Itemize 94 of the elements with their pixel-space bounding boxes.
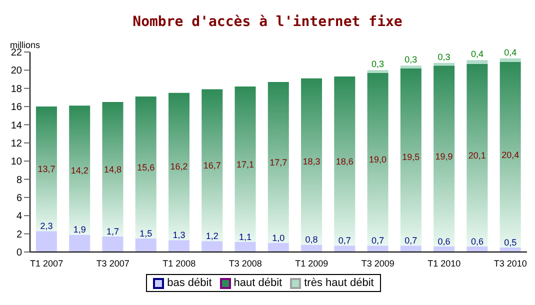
bar [202,89,223,242]
bar [500,58,521,62]
bar [135,238,156,252]
data-label: 2,3 [40,221,53,232]
bar [102,236,124,252]
bar [301,244,322,252]
bar [367,72,388,246]
data-label: 1,3 [172,230,186,240]
x-tick-label: T1 2008 [162,258,196,268]
bar [268,82,289,243]
data-label: 0,7 [404,236,418,246]
data-label: 1,0 [272,232,285,243]
bar [168,92,190,240]
chart-title: Nombre d'accès à l'internet fixe [132,14,404,30]
bar [234,86,256,242]
y-tick-label: 8 [16,174,22,186]
data-label: 20,1 [468,150,486,160]
data-label: 20,4 [502,150,520,160]
data-label: 1,2 [206,231,218,242]
data-label: 14,8 [104,164,122,174]
bar [434,66,455,247]
data-label: 18,3 [302,156,320,167]
y-tick-label: 10 [10,156,22,168]
bar [334,76,356,246]
data-label: 1,1 [239,232,252,242]
bar [36,106,57,232]
bar [334,246,356,252]
data-label: 0,8 [305,234,318,245]
bar [367,70,388,73]
data-label: 0,6 [438,236,450,247]
data-label: 19,9 [435,151,453,162]
legend-label: haut débit [232,277,282,289]
y-tick-label: 12 [10,138,22,150]
y-tick-label: 22 [10,48,22,59]
bar [301,78,322,245]
x-tick-label: T3 2007 [96,258,130,268]
data-label: 0,4 [504,47,517,58]
x-tick-label: T1 2010 [428,258,461,268]
bar [135,96,156,238]
data-label: 0,6 [470,236,484,247]
data-label: 0,7 [372,236,384,246]
bar [434,246,455,252]
y-axis-title: millions [10,40,40,50]
bar [234,242,256,252]
data-label: 0,7 [338,236,351,246]
data-label: 17,1 [236,159,254,170]
data-label: 1,7 [106,226,119,237]
bar [69,234,90,252]
data-label: 0,3 [372,59,384,70]
bar [400,246,422,252]
data-label: 19,5 [402,152,420,162]
y-tick-label: 2 [16,229,22,240]
bar [168,240,190,252]
bar [102,102,124,237]
y-tick-label: 4 [16,211,22,222]
bar [367,246,388,252]
data-label: 1,5 [140,228,152,238]
x-tick-label: T1 2007 [30,258,64,268]
data-label: 13,7 [38,164,56,174]
data-label: 0,3 [404,54,418,65]
bar [466,64,488,247]
data-label: 17,7 [270,158,288,168]
y-tick-label: 20 [10,66,22,77]
legend-label: bas débit [166,277,212,289]
data-label: 19,0 [369,154,387,164]
data-label: 14,2 [70,165,88,176]
x-tick-label: T1 2009 [295,258,328,268]
bar [268,242,289,252]
y-tick-label: 18 [10,84,22,95]
data-label: 0,3 [438,52,450,62]
bar [434,62,455,66]
x-tick-label: T3 2008 [228,258,262,268]
data-label: 16,2 [170,162,188,172]
x-tick-label: T3 2010 [494,258,527,268]
bar [466,246,488,252]
data-label: 18,6 [336,156,354,166]
data-label: 15,6 [137,162,155,173]
bar [400,68,422,246]
data-label: 0,4 [470,49,484,60]
data-label: 16,7 [203,160,221,170]
bar [202,241,223,252]
bar [466,60,488,64]
bar [500,62,521,248]
y-tick-label: 14 [10,120,22,132]
legend-label: très haut débit [303,277,374,289]
data-label: 0,5 [504,237,517,248]
x-tick-label: T3 2009 [361,258,394,268]
y-tick-label: 16 [10,102,22,114]
bar [69,106,90,235]
bar [36,231,57,252]
y-tick-label: 6 [16,193,22,204]
y-tick-label: 0 [16,248,22,259]
bar [400,66,422,68]
data-label: 1,9 [73,224,86,235]
